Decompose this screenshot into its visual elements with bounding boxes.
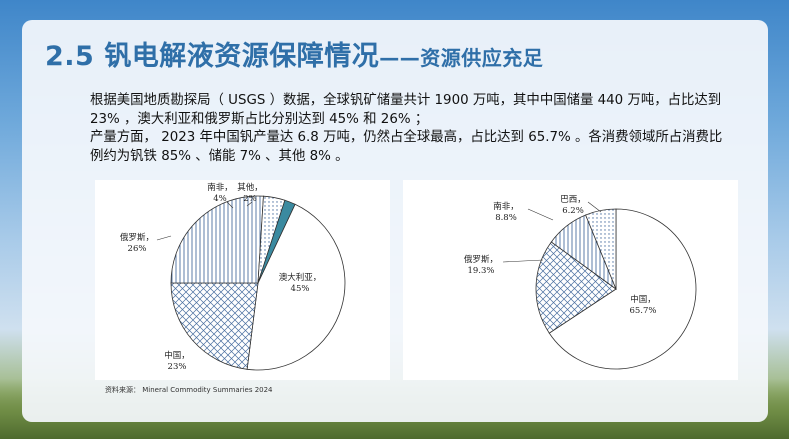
source-note: 资料来源： Mineral Commodity Summaries 2024 xyxy=(105,386,273,394)
leader-line xyxy=(527,208,554,221)
slice-label: 中国， xyxy=(164,350,190,361)
slice-value-label: 45% xyxy=(291,284,310,294)
production-pie-figure: 中国， 65.7% 俄罗斯， 19.3% 南非， 8.8% 巴西， 6.2% xyxy=(403,180,738,380)
slice-value-label: 4% xyxy=(213,194,227,204)
title-subtitle: ——资源供应充足 xyxy=(379,46,544,70)
pie-slice xyxy=(585,208,617,290)
slice-value-label: 23% xyxy=(168,362,187,372)
body-text: 根据美国地质勘探局（ USGS ）数据，全球钒矿储量共计 1900 万吨，其中中… xyxy=(90,92,730,166)
slice-label: 澳大利亚， xyxy=(279,272,322,283)
reserves-pie-chart: 澳大利亚，45% 中国，23% 俄罗斯，26% 南非，4% 其他，2% xyxy=(120,182,346,372)
pie-slice xyxy=(548,208,697,370)
title-main: 2.5 钒电解液资源保障情况 xyxy=(45,41,380,72)
slice-label: 俄罗斯， xyxy=(120,232,154,243)
slide-title: 2.5 钒电解液资源保障情况——资源供应充足 xyxy=(45,34,543,73)
production-pie-chart: 中国，65.7% 俄罗斯，19.3% 南非，8.8% 巴西，6.2% xyxy=(464,195,697,370)
leader-line xyxy=(156,235,172,241)
slice-label: 南非， xyxy=(207,182,233,193)
pie-slice xyxy=(257,199,296,284)
leader-line xyxy=(246,201,253,207)
pie-slice xyxy=(535,241,617,334)
leader-line xyxy=(587,201,602,213)
slice-value-label: 65.7% xyxy=(629,306,656,316)
slice-label: 巴西， xyxy=(560,195,586,205)
paragraph-production: 产量方面， 2023 年中国钒产量达 6.8 万吨，仍然占全球最高，占比达到 6… xyxy=(90,130,723,164)
pie-slice xyxy=(170,282,259,370)
pie-slice xyxy=(246,203,346,371)
pie-slice xyxy=(170,195,264,284)
slice-label: 其他， xyxy=(237,182,263,193)
paragraph-reserves: 根据美国地质勘探局（ USGS ）数据，全球钒矿储量共计 1900 万吨，其中中… xyxy=(90,93,722,127)
slice-label: 俄罗斯， xyxy=(464,254,498,265)
slice-value-label: 26% xyxy=(128,244,147,254)
slice-value-label: 2% xyxy=(243,194,257,204)
slice-label: 南非， xyxy=(493,201,519,212)
leader-line xyxy=(226,201,234,209)
slice-value-label: 6.2% xyxy=(562,206,584,216)
leader-line xyxy=(502,259,544,263)
slice-value-label: 8.8% xyxy=(495,213,517,223)
slice-value-label: 19.3% xyxy=(467,266,494,276)
reserves-pie-figure: 澳大利亚， 45% 中国， 23% 俄罗斯， 26% 南非， 4% 其他， 2% xyxy=(95,180,390,380)
slice-label: 中国， xyxy=(630,294,656,305)
